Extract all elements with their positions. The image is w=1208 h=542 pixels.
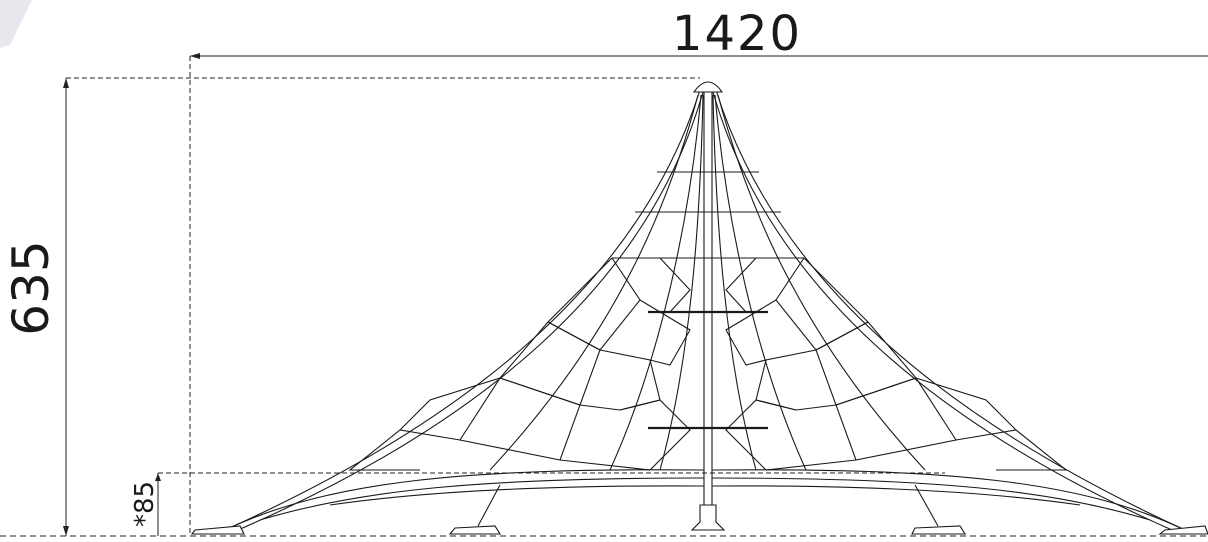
rope-pyramid	[190, 81, 1208, 535]
mesh-right-4	[755, 349, 837, 411]
anchor-left-inner	[448, 525, 501, 535]
width-dimension-label: 1420	[672, 6, 802, 62]
mesh-right-6	[725, 299, 777, 366]
inner-rope-2	[717, 94, 926, 471]
mesh-left-7	[348, 429, 461, 471]
mesh-left-3	[459, 377, 581, 461]
base-skirt-right	[711, 469, 1186, 531]
base-height-dimension-label: *85	[130, 481, 160, 527]
base-skirt-right-3	[711, 485, 1081, 506]
pyramid-outline-right-inner	[712, 91, 1173, 531]
base-skirt-left-2	[259, 477, 705, 521]
mast-foot	[690, 504, 726, 531]
base-skirt-right-2	[711, 477, 1151, 521]
height-dimension-label: 635	[2, 240, 60, 335]
height-arrowhead-top	[63, 78, 69, 88]
pyramid-outline-right	[715, 89, 1186, 531]
mesh-right-7	[955, 429, 1068, 471]
mesh-right-3	[835, 377, 957, 461]
strut-right	[914, 484, 939, 527]
pyramid-outline-left-inner	[237, 91, 704, 531]
mesh-right-9	[725, 257, 757, 313]
mesh-left-2	[499, 321, 601, 406]
inner-rope-1	[489, 94, 699, 471]
height-arrowhead-bottom	[63, 526, 69, 536]
base-skirt-left-3	[329, 485, 705, 506]
pyramid-outline-left	[224, 89, 701, 531]
mesh-left-8	[399, 377, 501, 431]
width-arrowhead	[190, 53, 200, 59]
mesh-left-9	[659, 257, 691, 313]
strut-left	[477, 484, 501, 527]
mesh-right-8	[915, 377, 1017, 431]
base-arrowhead-top	[155, 473, 161, 481]
inner-rope-3	[609, 94, 702, 471]
inner-rope-4	[714, 94, 807, 471]
top-cap	[692, 81, 724, 93]
anchor-left-outer	[190, 525, 245, 535]
corner-accent	[0, 0, 32, 48]
inner-rope-6	[712, 94, 757, 471]
mesh-left-6	[639, 299, 691, 366]
mesh-left-5	[559, 399, 691, 471]
base-skirt-left	[224, 469, 705, 531]
mesh-left-4	[579, 349, 661, 411]
mesh-right-2	[815, 321, 917, 406]
anchor-right-outer	[1158, 525, 1208, 535]
anchor-right-inner	[911, 525, 966, 535]
mesh-right-5	[725, 399, 857, 471]
dimension-lines	[0, 53, 1208, 537]
inner-rope-5	[659, 94, 704, 471]
